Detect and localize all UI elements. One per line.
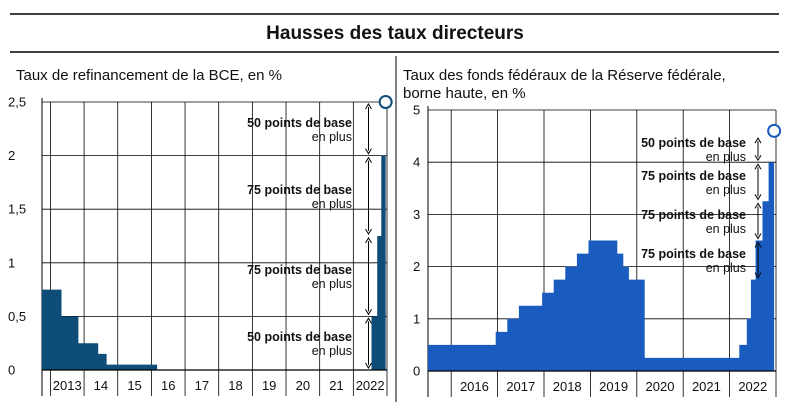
x-tick-label: 2022 (738, 379, 767, 394)
annotation-label: 75 points de base (641, 247, 746, 261)
end-marker (378, 95, 393, 109)
y-tick-label: 2,5 (8, 95, 26, 110)
annotation-sublabel: en plus (312, 344, 352, 358)
annotation-sublabel: en plus (312, 130, 352, 144)
annotation-label: 75 points de base (641, 208, 746, 222)
x-tick-label: 2019 (599, 379, 628, 394)
x-tick-label: 17 (195, 378, 209, 393)
y-tick-label: 1 (8, 255, 15, 270)
annotation-sublabel: en plus (706, 261, 746, 275)
annotation-arrow-head-down (365, 309, 372, 316)
annotation-arrow-head-up (365, 317, 372, 324)
y-tick-label: 1 (413, 311, 420, 326)
end-marker (767, 123, 782, 138)
y-tick-label: 4 (413, 155, 420, 170)
x-tick-label: 2022 (356, 378, 385, 393)
annotation-arrow-head-up (754, 202, 762, 209)
annotation-sublabel: en plus (706, 222, 746, 236)
chart-ecb-title: Taux de refinancement de la BCE, en % (16, 67, 282, 84)
x-tick-label: 2013 (53, 378, 82, 393)
x-tick-label: 16 (161, 378, 175, 393)
x-tick-label: 2018 (553, 379, 582, 394)
y-tick-label: 5 (413, 103, 420, 118)
y-tick-label: 1,5 (8, 202, 26, 217)
annotation-label: 50 points de base (247, 116, 352, 130)
annotation-sublabel: en plus (312, 277, 352, 291)
annotation-arrow-head-up (754, 163, 762, 170)
annotation-arrow-head-down (754, 272, 762, 279)
annotation-arrow-head-down (754, 194, 762, 201)
annotation-label: 75 points de base (641, 169, 746, 183)
chart-fed-title-line-1: Taux des fonds fédéraux de la Réserve fé… (403, 67, 726, 84)
chart-fed-title-line-2: borne haute, en % (403, 85, 526, 102)
y-tick-label: 3 (413, 207, 420, 222)
x-tick-label: 20 (296, 378, 310, 393)
annotation-arrow-head-up (754, 241, 762, 248)
y-tick-label: 0,5 (8, 309, 26, 324)
y-tick-label: 2 (8, 148, 15, 163)
x-tick-label: 2020 (646, 379, 675, 394)
chart-ecb: Taux de refinancement de la BCE, en % 0 0… (8, 67, 393, 396)
y-tick-label: 2 (413, 259, 420, 274)
figure-title: Hausses des taux directeurs (266, 23, 524, 44)
x-tick-label: 19 (262, 378, 276, 393)
annotation-label: 75 points de base (247, 263, 352, 277)
annotation-sublabel: en plus (706, 183, 746, 197)
annotation-arrow-head-up (754, 137, 762, 144)
y-tick-label: 0 (413, 364, 420, 379)
annotation-arrow-head-up (365, 103, 372, 110)
annotation-arrow-head-down (365, 362, 372, 369)
chart-fed: Taux des fonds fédéraux de la Réserve fé… (403, 67, 782, 397)
annotation-arrow-head-up (365, 237, 372, 244)
x-tick-label: 15 (127, 378, 141, 393)
annotation-arrow-head-down (754, 233, 762, 240)
annotation-label: 50 points de base (641, 136, 746, 150)
x-tick-label: 2016 (460, 379, 489, 394)
annotation-arrow-head-up (365, 156, 372, 163)
series-area (428, 130, 775, 371)
annotation-arrow-head-down (365, 148, 372, 155)
x-tick-label: 18 (228, 378, 242, 393)
annotation-arrow-head-down (365, 228, 372, 235)
y-tick-label: 0 (8, 363, 15, 378)
annotation-label: 75 points de base (247, 183, 352, 197)
series-area (42, 102, 386, 370)
x-tick-label: 14 (94, 378, 108, 393)
annotation-sublabel: en plus (706, 150, 746, 164)
annotation-sublabel: en plus (312, 197, 352, 211)
x-tick-label: 2021 (692, 379, 721, 394)
x-tick-label: 2017 (506, 379, 535, 394)
annotation-arrow-head-down (754, 154, 762, 162)
x-tick-label: 21 (329, 378, 343, 393)
annotation-label: 50 points de base (247, 330, 352, 344)
